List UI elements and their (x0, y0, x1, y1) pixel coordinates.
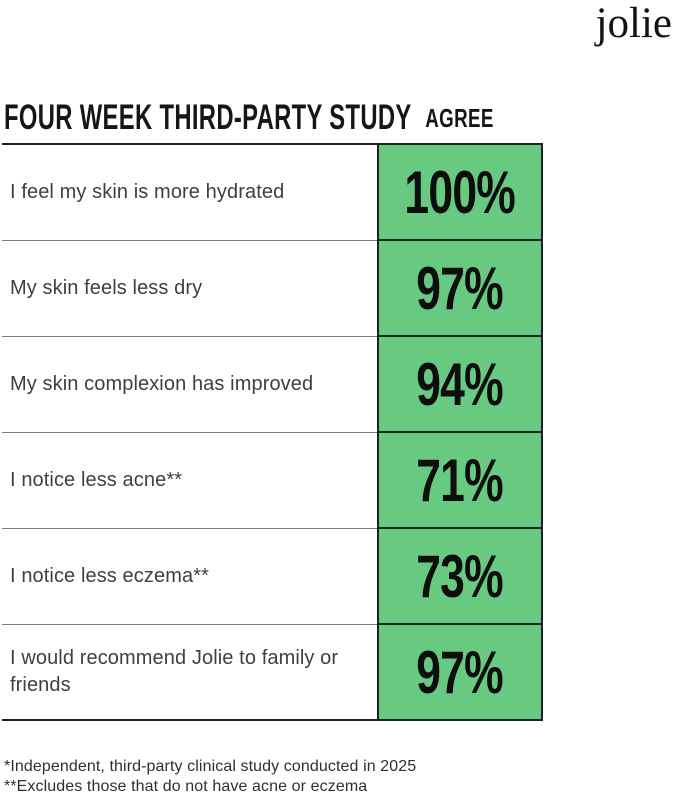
agree-cell: 71% (377, 433, 543, 529)
footnote-excludes: **Excludes those that do not have acne o… (4, 778, 368, 795)
table-row: I would recommend Jolie to family or fri… (2, 625, 543, 721)
agree-column-header-text: AGREE (424, 102, 494, 133)
footnote-study: *Independent, third-party clinical study… (4, 758, 417, 775)
study-title: FOUR WEEK THIRD-PARTY STUDY (4, 96, 603, 140)
statement-text: My skin feels less dry (10, 277, 203, 299)
agree-column-header: AGREE (377, 96, 541, 140)
table-row: My skin feels less dry 97% (2, 241, 543, 337)
agree-cell: 100% (377, 145, 543, 241)
agree-percentage: 97% (416, 254, 504, 322)
statement-text: I notice less acne** (10, 469, 183, 491)
agree-percentage: 97% (416, 638, 504, 706)
table-row: I notice less eczema** 73% (2, 529, 543, 625)
statement-cell: I notice less eczema** (2, 529, 377, 625)
agree-percentage: 73% (416, 542, 504, 610)
footnotes: *Independent, third-party clinical study… (4, 757, 416, 797)
agree-cell: 97% (377, 241, 543, 337)
statement-cell: My skin feels less dry (2, 241, 377, 337)
statement-text: My skin complexion has improved (10, 373, 314, 395)
agree-percentage: 71% (416, 446, 504, 514)
agree-cell: 73% (377, 529, 543, 625)
agree-percentage: 94% (416, 350, 504, 418)
statement-text: I feel my skin is more hydrated (10, 181, 285, 203)
statement-cell: I notice less acne** (2, 433, 377, 529)
table-row: I notice less acne** 71% (2, 433, 543, 529)
statement-cell: My skin complexion has improved (2, 337, 377, 433)
agree-percentage: 100% (404, 158, 516, 226)
agree-cell: 94% (377, 337, 543, 433)
statement-text: I would recommend Jolie to family or fri… (10, 647, 339, 696)
statement-text: I notice less eczema** (10, 565, 209, 587)
statement-cell: I would recommend Jolie to family or fri… (2, 625, 377, 721)
statement-cell: I feel my skin is more hydrated (2, 145, 377, 241)
table-row: I feel my skin is more hydrated 100% (2, 145, 543, 241)
jolie-brand-logo: jolie (595, 0, 672, 47)
study-results-table: I feel my skin is more hydrated 100% My … (2, 143, 543, 721)
study-title-text: FOUR WEEK THIRD-PARTY STUDY (4, 98, 412, 137)
table-row: My skin complexion has improved 94% (2, 337, 543, 433)
agree-cell: 97% (377, 625, 543, 721)
